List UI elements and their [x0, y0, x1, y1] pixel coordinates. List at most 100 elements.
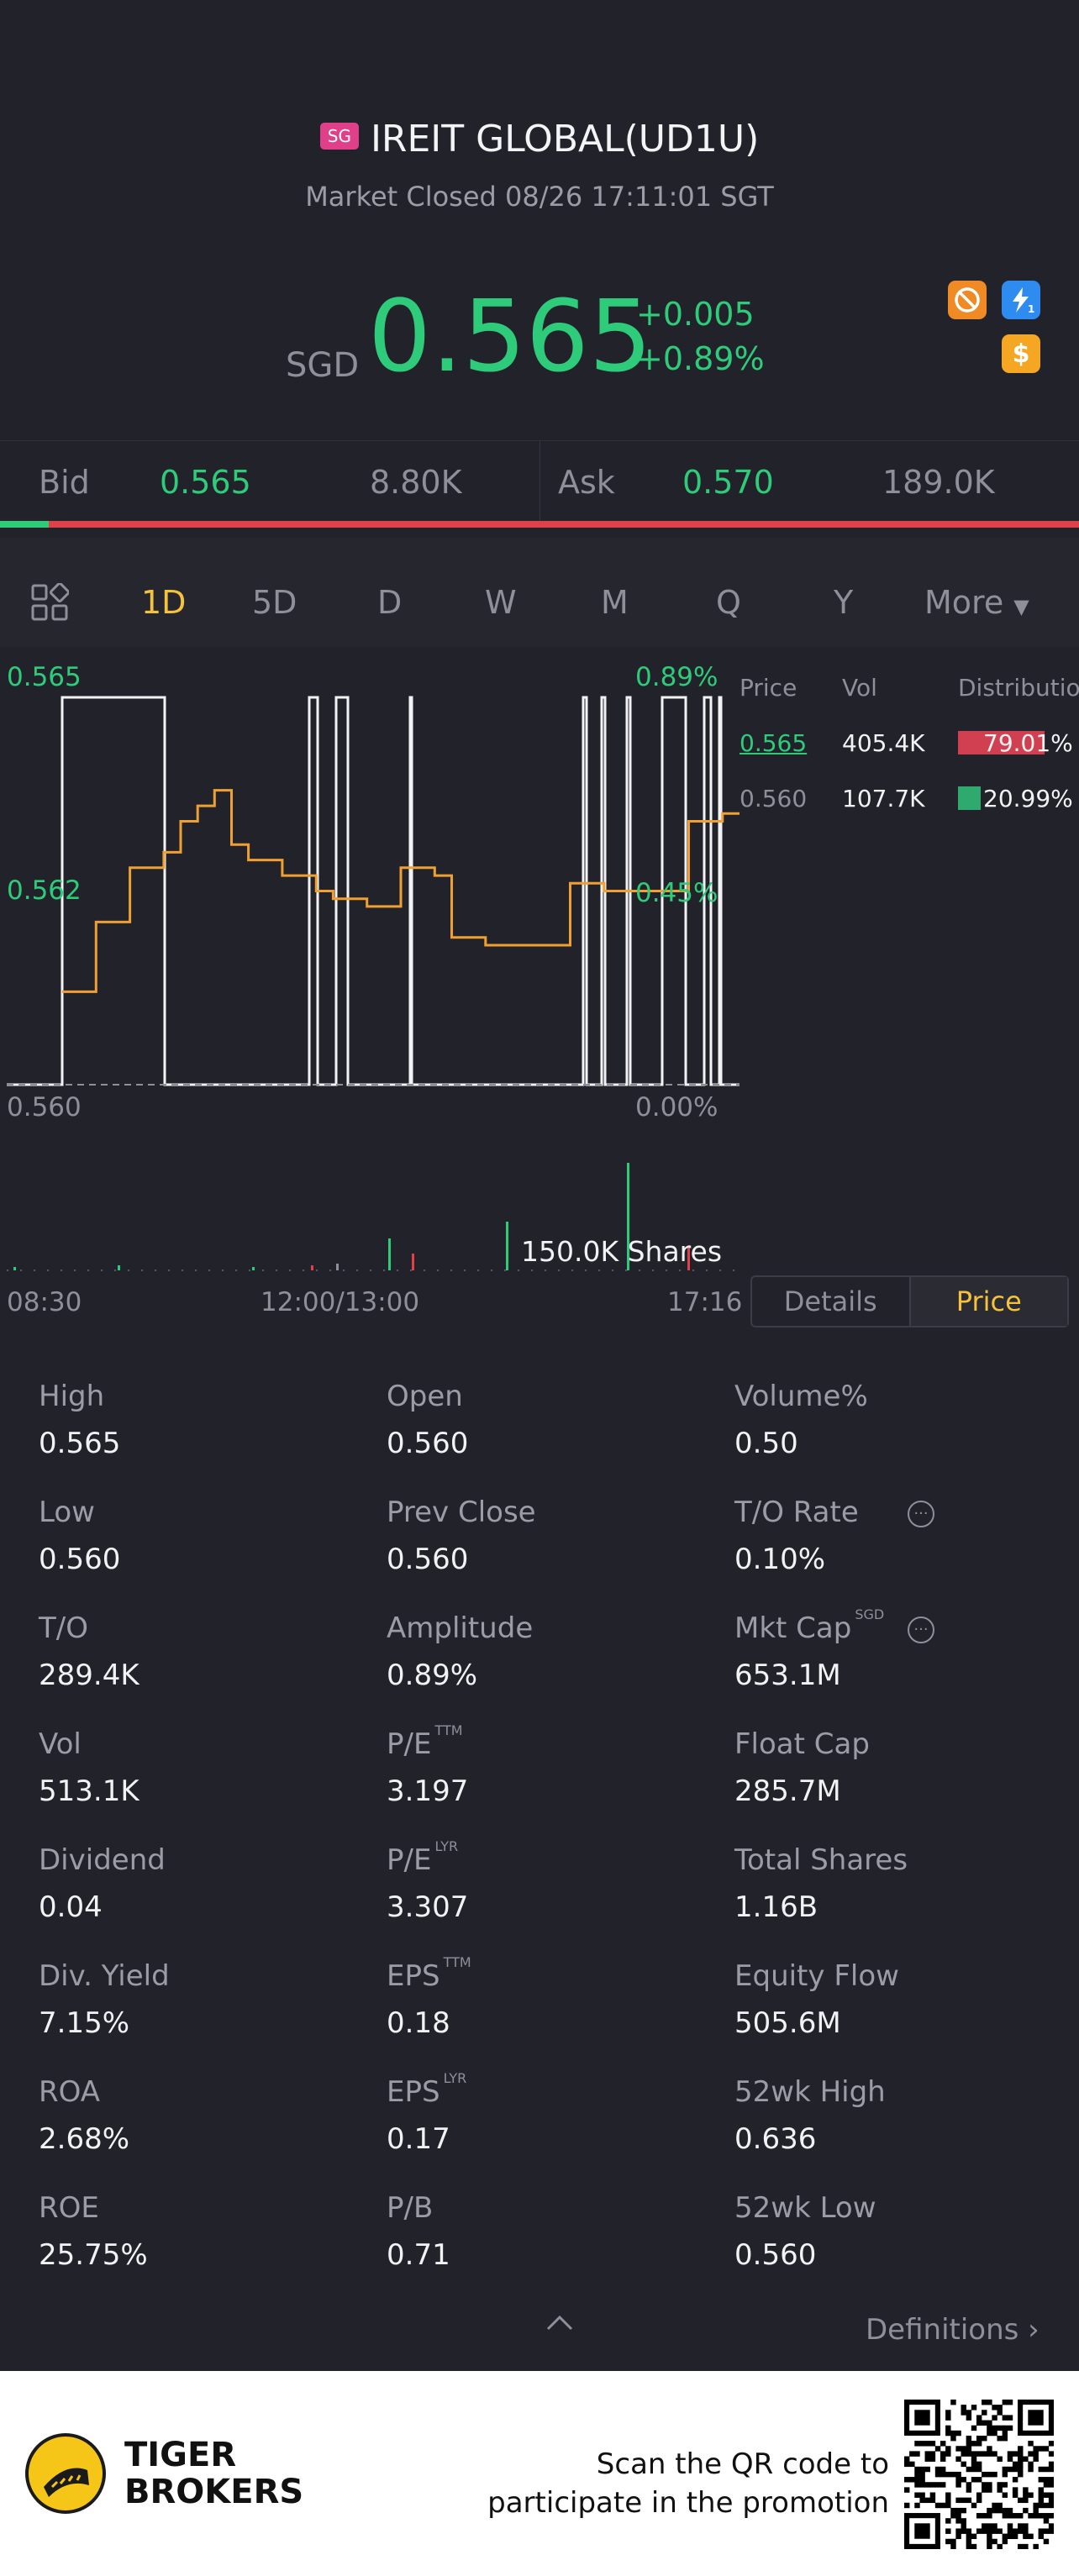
- stat-label: ROE: [39, 2191, 99, 2225]
- tab-d[interactable]: D: [377, 584, 403, 621]
- promo-footer: [0, 2371, 1079, 2576]
- stat-label: T/O: [39, 1611, 88, 1645]
- scan-text: Scan the QR code to participate in the p…: [471, 2445, 889, 2522]
- stat-label: EPS LYR: [387, 2070, 466, 2109]
- layout-grid-icon[interactable]: [30, 582, 70, 625]
- stat-label: Equity Flow: [734, 1959, 899, 1993]
- market-badge: SG: [319, 123, 359, 150]
- time-end: 17:16: [667, 1287, 743, 1317]
- stat-label-text: Amplitude: [387, 1611, 534, 1645]
- stat-label: Mkt Cap SGD: [734, 1606, 884, 1645]
- dollar-icon[interactable]: $: [1002, 334, 1040, 373]
- stat-value: 653.1M: [734, 1659, 841, 1692]
- stat-superscript: SGD: [855, 1606, 885, 1622]
- volume-bar: [506, 1222, 508, 1270]
- tiger-logo-icon: [25, 2433, 106, 2514]
- tab-5d[interactable]: 5D: [252, 584, 297, 621]
- stat-label: P/E TTM: [387, 1722, 463, 1761]
- stat-value: 0.565: [39, 1427, 121, 1460]
- definitions-link[interactable]: Definitions ›: [866, 2313, 1040, 2347]
- stat-value: 0.04: [39, 1890, 103, 1924]
- stat-label-text: Open: [387, 1380, 463, 1413]
- stat-value: 0.71: [387, 2238, 450, 2272]
- stat-label-text: High: [39, 1380, 105, 1413]
- tab-q[interactable]: Q: [716, 584, 741, 621]
- stat-value: 0.636: [734, 2122, 817, 2156]
- tab-y[interactable]: Y: [834, 584, 854, 621]
- more-info-icon[interactable]: ···: [908, 1617, 934, 1643]
- stat-superscript: LYR: [434, 1838, 459, 1854]
- volume-bar: [627, 1163, 629, 1270]
- scan-line1: Scan the QR code to: [596, 2447, 889, 2481]
- stat-label-text: Dividend: [39, 1843, 166, 1877]
- dist-price-0[interactable]: 0.565: [740, 729, 808, 757]
- stat-label: High: [39, 1380, 104, 1413]
- stat-value: 2.68%: [39, 2122, 130, 2156]
- lightning-badge-number: 1: [1028, 303, 1034, 315]
- stat-superscript: TTM: [434, 1722, 463, 1738]
- stat-label-text: Div. Yield: [39, 1959, 170, 1993]
- brand-name: TIGER BROKERS: [124, 2437, 303, 2510]
- stat-label-text: 52wk Low: [734, 2191, 876, 2225]
- toggle-price[interactable]: Price: [910, 1277, 1067, 1326]
- qr-code-icon[interactable]: [904, 2400, 1054, 2549]
- stat-value: 3.307: [387, 1890, 469, 1924]
- lightning-badge-icon[interactable]: 1: [1002, 281, 1040, 319]
- intraday-chart[interactable]: [0, 647, 1079, 1302]
- bid-size: 8.80K: [370, 464, 462, 501]
- more-label: More: [924, 584, 1004, 621]
- stat-label-text: ROA: [39, 2075, 101, 2109]
- dist-vol-0: 405.4K: [842, 729, 925, 757]
- volume-bar: [388, 1238, 391, 1270]
- ask-size: 189.0K: [882, 464, 995, 501]
- stat-value: 25.75%: [39, 2238, 148, 2272]
- dist-pct-0: 79.01%: [983, 729, 1073, 757]
- details-price-toggle: Details Price: [750, 1275, 1069, 1327]
- time-start: 08:30: [7, 1287, 82, 1317]
- caret-down-icon: ▼: [1013, 595, 1029, 618]
- stat-value: 0.89%: [387, 1659, 478, 1692]
- stat-value: 0.10%: [734, 1543, 826, 1576]
- more-info-icon[interactable]: ···: [908, 1501, 934, 1527]
- toggle-details[interactable]: Details: [752, 1277, 911, 1326]
- y-label-mid: 0.562: [7, 875, 82, 906]
- stat-label-text: EPS: [387, 1959, 440, 1993]
- stat-superscript: TTM: [443, 1954, 471, 1970]
- last-price: 0.565: [368, 278, 652, 394]
- stat-label-text: Equity Flow: [734, 1959, 899, 1993]
- stat-label: Div. Yield: [39, 1959, 170, 1993]
- tab-m[interactable]: M: [601, 584, 629, 621]
- stat-value: 0.560: [734, 2238, 817, 2272]
- dist-vol-1: 107.7K: [842, 785, 925, 812]
- bid-price: 0.565: [160, 464, 251, 501]
- stat-label-text: T/O: [39, 1611, 88, 1645]
- stat-label-text: P/B: [387, 2191, 434, 2225]
- volume-bar: [13, 1267, 16, 1270]
- pct-label-mid: 0.45%: [635, 878, 718, 908]
- tab-1d[interactable]: 1D: [141, 584, 187, 621]
- dist-price-1[interactable]: 0.560: [740, 785, 808, 812]
- stat-value: 289.4K: [39, 1659, 139, 1692]
- dist-header-price: Price: [740, 674, 797, 702]
- tab-more[interactable]: More ▼: [924, 584, 1029, 621]
- stat-label-text: Float Cap: [734, 1727, 870, 1761]
- y-label-low: 0.560: [7, 1092, 82, 1122]
- stat-label: T/O Rate: [734, 1496, 859, 1529]
- no-short-icon[interactable]: [948, 281, 987, 319]
- volume-bar: [311, 1265, 313, 1270]
- chevron-right-icon: ›: [1028, 2313, 1040, 2347]
- stat-label: EPS TTM: [387, 1954, 471, 1993]
- y-label-high: 0.565: [7, 662, 82, 692]
- volume-bar: [252, 1267, 255, 1270]
- stat-label: Prev Close: [387, 1496, 536, 1529]
- volume-bar: [336, 1264, 339, 1270]
- collapse-chevron-icon[interactable]: [545, 2302, 575, 2341]
- stat-label: Total Shares: [734, 1843, 908, 1877]
- stat-label: 52wk Low: [734, 2191, 876, 2225]
- dist-bar-0: [958, 731, 1045, 754]
- tab-w[interactable]: W: [485, 584, 517, 621]
- stat-label-text: Low: [39, 1496, 95, 1529]
- stat-label: 52wk High: [734, 2075, 886, 2109]
- dist-pct-1: 20.99%: [983, 785, 1073, 812]
- period-tabbar: [0, 538, 1079, 647]
